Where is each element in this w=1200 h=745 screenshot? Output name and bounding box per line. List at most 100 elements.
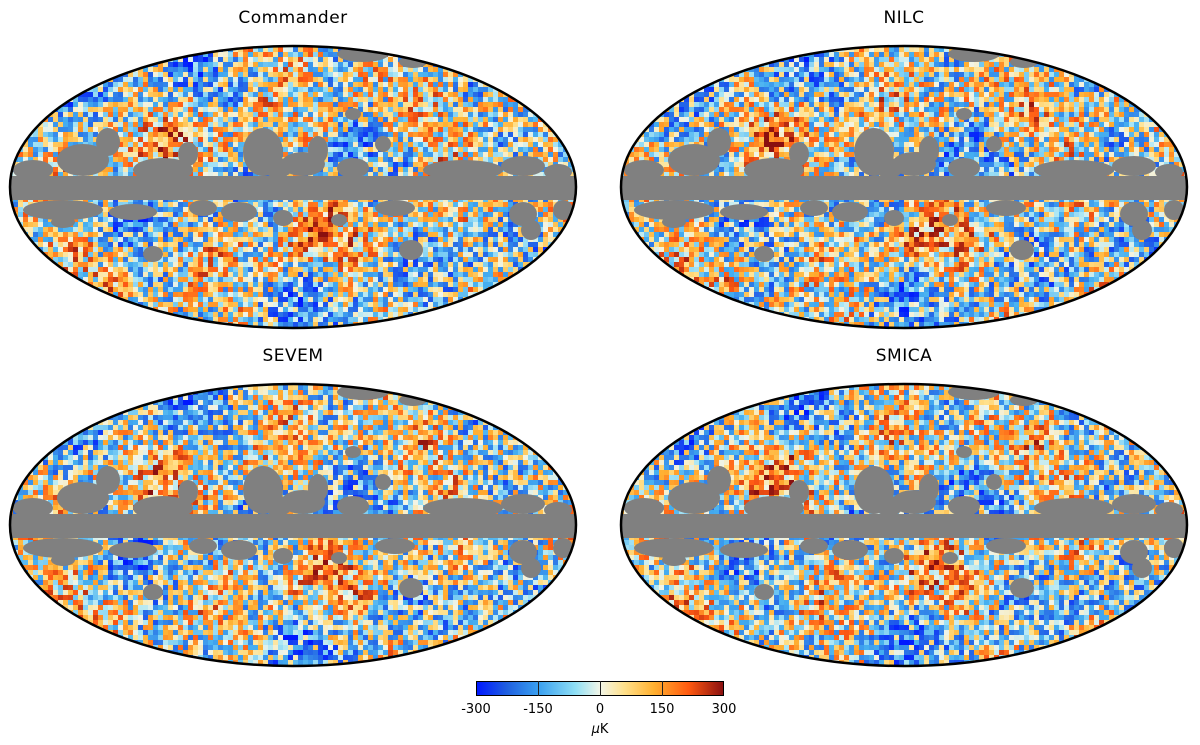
- mask-region: [501, 156, 545, 176]
- sky-texture: [621, 384, 1187, 666]
- mask-region: [919, 136, 939, 164]
- mask-region: [273, 548, 293, 564]
- mask-region: [668, 144, 720, 176]
- mask-region: [57, 482, 109, 514]
- mask-region: [544, 502, 572, 518]
- mask-region: [1164, 538, 1184, 558]
- mask-region: [501, 494, 545, 514]
- mask-region: [337, 496, 369, 516]
- mask-region: [800, 538, 828, 554]
- unit-mu: μ: [592, 722, 600, 737]
- mask-region: [337, 158, 369, 178]
- mask-region: [375, 200, 415, 216]
- mask-region: [1164, 200, 1184, 220]
- mask-region: [800, 200, 828, 216]
- mask-region: [942, 214, 958, 226]
- mask-region: [178, 480, 198, 504]
- mask-region: [634, 538, 714, 558]
- colorbar-tick-label: 300: [699, 702, 749, 717]
- map-border: [619, 44, 1189, 330]
- mask-region: [331, 214, 347, 226]
- colorbar-tick-label: -300: [451, 702, 501, 717]
- mask-region: [1034, 498, 1114, 518]
- map-panel-nilc: NILC: [614, 6, 1194, 330]
- mask-region: [553, 538, 573, 558]
- mask-region: [345, 446, 361, 458]
- mask-region: [273, 210, 293, 226]
- mask-region: [133, 496, 193, 520]
- panel-title: NILC: [614, 6, 1194, 30]
- mask-region: [509, 540, 537, 564]
- mask-region: [96, 128, 120, 156]
- sky-texture: [10, 384, 576, 666]
- colorbar-divider: [538, 681, 539, 696]
- mask-region: [375, 474, 391, 490]
- mask-region: [1010, 578, 1034, 598]
- mask-region: [662, 216, 686, 228]
- mask-region: [189, 200, 217, 216]
- mask-region: [624, 160, 664, 180]
- mask-region: [553, 200, 573, 220]
- map-panel-sevem: SEVEM: [3, 344, 583, 668]
- mask-region: [375, 538, 415, 554]
- colorbar-divider: [600, 681, 601, 696]
- mask-region: [662, 554, 686, 566]
- colorbar-tick-label: 0: [575, 702, 625, 717]
- mask-region: [986, 538, 1026, 554]
- mask-region: [956, 446, 972, 458]
- mask-region: [221, 202, 257, 222]
- mask-region: [1120, 202, 1148, 226]
- unit-k: K: [600, 722, 609, 737]
- mask-region: [1112, 156, 1156, 176]
- map-border: [8, 44, 578, 330]
- mask-region: [754, 246, 774, 262]
- mask-region: [744, 496, 804, 520]
- mask-region: [308, 136, 328, 164]
- mask-region: [919, 474, 939, 502]
- map-border: [619, 382, 1189, 668]
- mask-region: [13, 498, 53, 518]
- map-panel-commander: Commander: [3, 6, 583, 330]
- mask-region: [789, 480, 809, 504]
- mask-region: [1132, 558, 1152, 578]
- mask-region: [51, 554, 75, 566]
- mask-region: [1112, 494, 1156, 514]
- galactic-mask-band: [621, 176, 1187, 200]
- mask-region: [521, 220, 541, 240]
- mask-region: [624, 498, 664, 518]
- mollweide-map-sevem: [8, 382, 578, 668]
- mask-region: [668, 482, 720, 514]
- mask-region: [143, 584, 163, 600]
- mask-region: [521, 558, 541, 578]
- mask-region: [1120, 540, 1148, 564]
- mask-region: [509, 202, 537, 226]
- panel-title: Commander: [3, 6, 583, 30]
- mask-region: [221, 540, 257, 560]
- mask-region: [544, 164, 572, 180]
- mask-region: [707, 128, 731, 156]
- mask-region: [143, 246, 163, 262]
- galactic-mask-band: [10, 176, 576, 200]
- mask-region: [57, 144, 109, 176]
- mask-region: [832, 202, 868, 222]
- galactic-mask-band: [10, 514, 576, 538]
- mask-region: [331, 552, 347, 564]
- mask-region: [189, 538, 217, 554]
- mask-region: [1155, 164, 1183, 180]
- mask-region: [13, 160, 53, 180]
- colorbar-divider: [662, 681, 663, 696]
- mask-region: [109, 204, 157, 220]
- mollweide-map-smica: [619, 382, 1189, 668]
- mask-region: [744, 158, 804, 182]
- panel-title: SEVEM: [3, 344, 583, 368]
- mask-region: [109, 542, 157, 558]
- panel-title: SMICA: [614, 344, 1194, 368]
- mask-region: [399, 578, 423, 598]
- mask-region: [178, 142, 198, 166]
- colorbar-unit-label: μK: [440, 722, 760, 737]
- mask-region: [884, 548, 904, 564]
- mask-region: [789, 142, 809, 166]
- mask-region: [133, 158, 193, 182]
- mask-region: [375, 136, 391, 152]
- colorbar-tick-label: 150: [637, 702, 687, 717]
